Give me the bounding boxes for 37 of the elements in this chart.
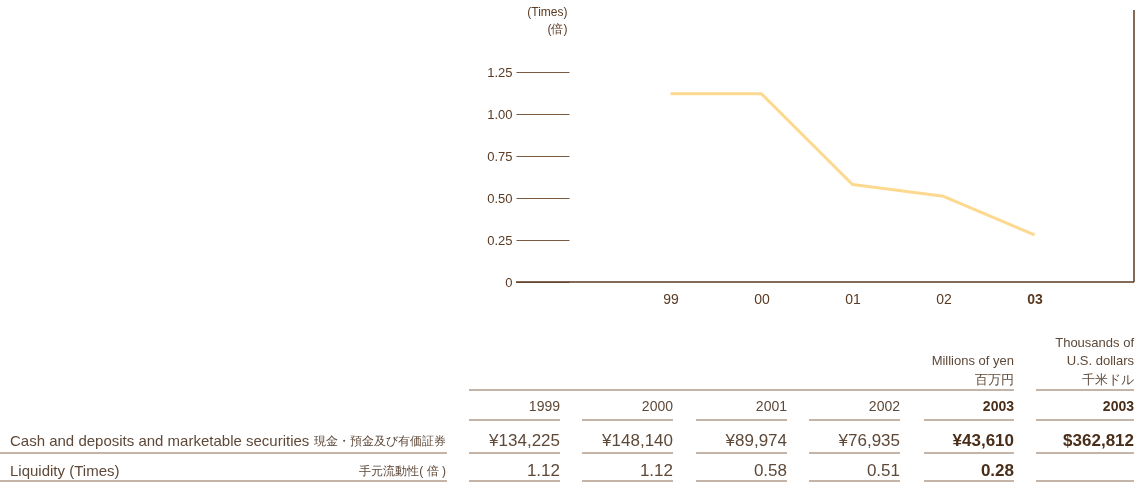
- text: 1.12: [526, 461, 560, 480]
- y-tick-label: 1.25: [487, 64, 513, 80]
- y-tick-label: 1.00: [487, 106, 513, 122]
- text: 2002: [868, 398, 901, 414]
- text: 2003: [1102, 398, 1135, 414]
- y-tick-label: 0.50: [487, 190, 513, 206]
- y-tick-label: 0: [505, 274, 513, 290]
- y-tick-label: 0.75: [487, 148, 513, 164]
- x-tick-label: 99: [663, 290, 679, 307]
- text: Millions of yen: [931, 353, 1014, 368]
- text: 1999: [528, 398, 561, 414]
- y-tick-label: 0.25: [487, 232, 513, 248]
- text: 1.12: [639, 461, 673, 480]
- text: ¥134,225: [488, 431, 560, 450]
- text: ¥148,140: [601, 431, 673, 450]
- text: Thousands of U.S. dollars: [1055, 335, 1135, 368]
- text: 0.58: [753, 461, 787, 480]
- text: ¥89,974: [724, 431, 787, 450]
- text: 手元流動性( 倍 ): [359, 464, 446, 478]
- text: 2001: [755, 398, 788, 414]
- text: 0.28: [980, 461, 1014, 480]
- text: 2003: [982, 398, 1015, 414]
- x-tick-label: 01: [845, 290, 861, 307]
- x-tick-label: 03: [1027, 290, 1043, 307]
- text: Liquidity (Times): [10, 462, 120, 479]
- text: 千米ドル: [1082, 372, 1134, 387]
- text: 2000: [641, 398, 674, 414]
- x-tick-label: 02: [936, 290, 952, 307]
- text: ¥43,610: [952, 431, 1014, 450]
- text: 0.51: [866, 461, 900, 480]
- x-tick-label: 00: [754, 290, 770, 307]
- text: 百万円: [975, 372, 1014, 387]
- y-axis-title: (Times) (倍): [527, 4, 568, 36]
- text: $362,812: [1063, 431, 1134, 450]
- text: Cash and deposits and marketable securities: [10, 432, 310, 449]
- text: ¥76,935: [837, 431, 900, 450]
- text: 現金・預金及び有価証券: [314, 434, 446, 448]
